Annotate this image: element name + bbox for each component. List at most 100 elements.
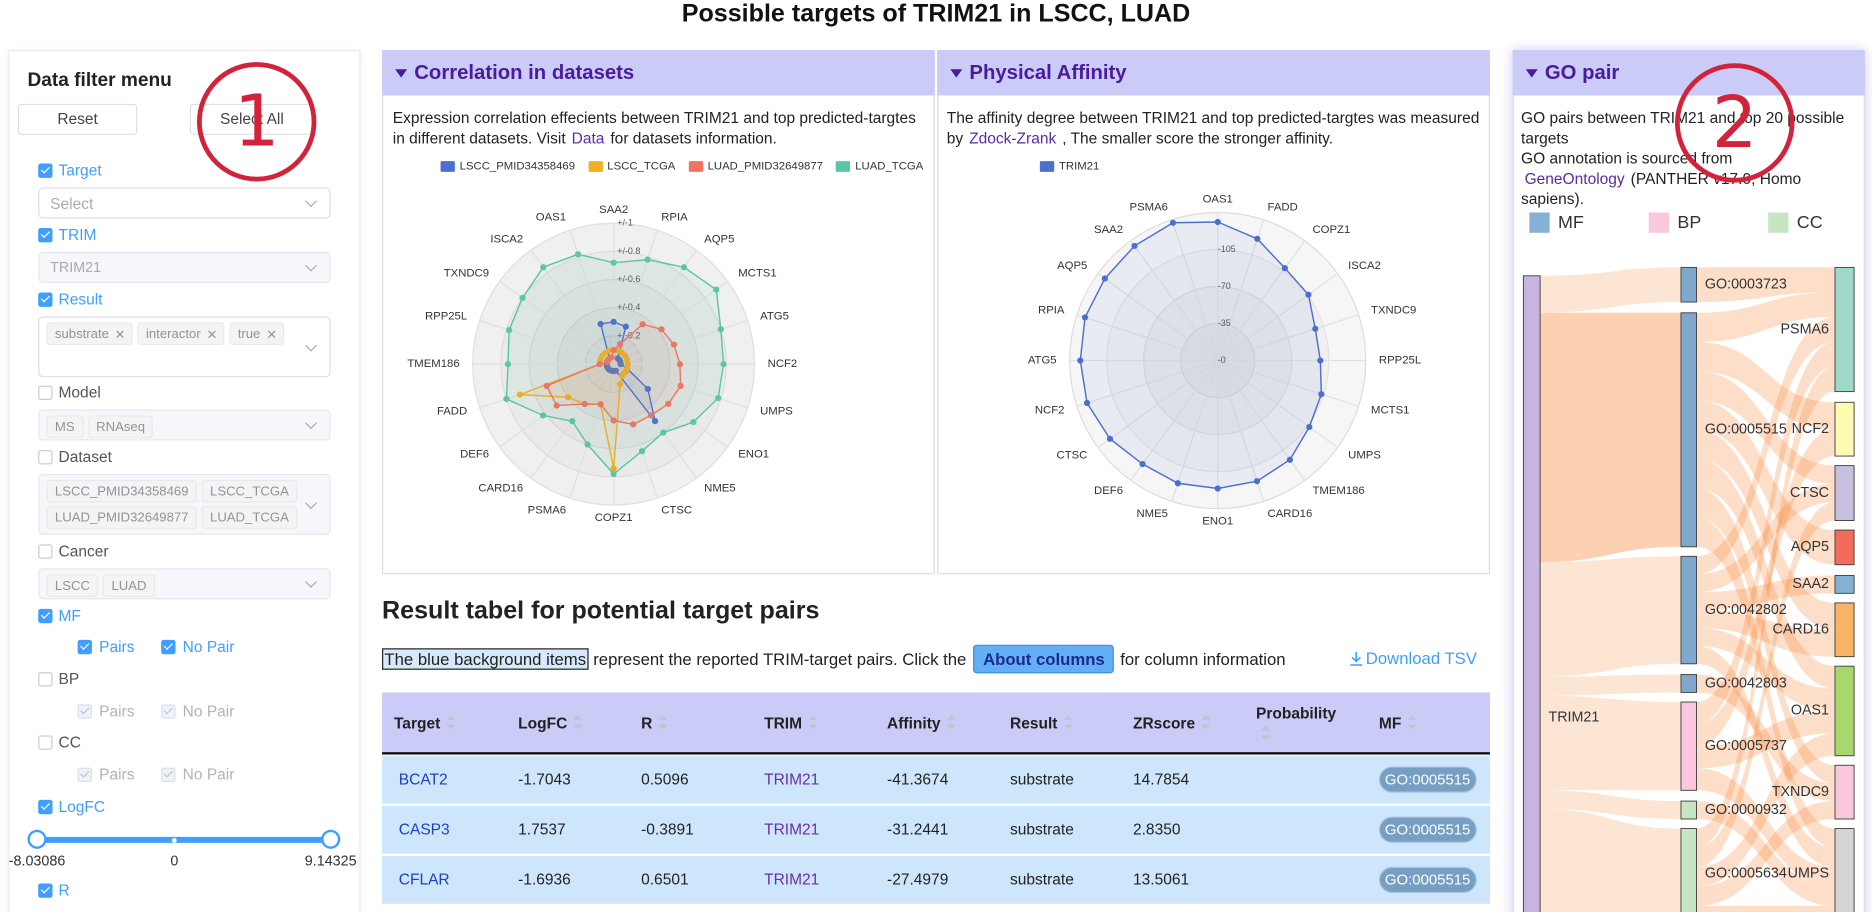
legend-swatch[interactable] <box>1768 212 1789 233</box>
radar-point <box>1169 219 1177 226</box>
filter-checkbox[interactable] <box>38 292 53 307</box>
filter-checkbox[interactable] <box>38 799 53 815</box>
sort-icon[interactable] <box>1260 725 1271 741</box>
radar-point <box>1077 357 1084 364</box>
download-link[interactable]: Download TSV <box>1349 648 1477 667</box>
filter-checkbox[interactable] <box>38 450 53 465</box>
text: for column information <box>1120 649 1286 669</box>
result-select[interactable]: substrate interactor true <box>38 316 331 378</box>
radar-point <box>519 294 526 301</box>
sankey-link <box>1696 292 1835 343</box>
legend-swatch[interactable] <box>1648 212 1670 233</box>
sort-icon[interactable] <box>1201 715 1211 730</box>
legend-swatch[interactable] <box>1529 212 1550 233</box>
legend-swatch[interactable] <box>688 161 703 172</box>
category-label: MCTS1 <box>1371 404 1409 416</box>
sort-icon[interactable] <box>807 715 818 730</box>
legend-swatch[interactable] <box>440 161 455 172</box>
sort-icon[interactable] <box>1407 715 1417 730</box>
radar-point <box>597 401 604 408</box>
slider-handle[interactable] <box>27 829 47 849</box>
dataset-select[interactable]: LSCC_PMID34358469 LSCC_TCGA LUAD_PMID32649… <box>38 473 331 535</box>
filter-checkbox[interactable] <box>38 163 53 178</box>
sub-checkbox[interactable] <box>77 704 92 719</box>
column-header[interactable]: MF <box>1379 692 1417 752</box>
filter-checkbox[interactable] <box>38 608 53 624</box>
reset-button[interactable]: Reset <box>17 103 138 135</box>
column-header[interactable]: LogFC <box>518 692 583 752</box>
cancer-select[interactable]: LSCC LUAD <box>38 568 331 600</box>
collapse-icon[interactable] <box>395 69 408 78</box>
sub-checkbox[interactable] <box>161 704 176 719</box>
filter-checkbox[interactable] <box>38 883 53 898</box>
column-header[interactable]: TRIM <box>764 692 818 752</box>
radar-point <box>1081 314 1089 321</box>
sub-checkbox[interactable] <box>77 639 92 655</box>
sort-icon[interactable] <box>446 715 456 730</box>
filter-checkbox[interactable] <box>38 228 53 243</box>
filter-checkbox[interactable] <box>38 544 53 559</box>
category-label: PSMA6 <box>1130 201 1168 213</box>
filter-checkbox[interactable] <box>38 385 53 400</box>
cell-mf[interactable]: GO:0005515 <box>1378 866 1477 894</box>
collapse-icon[interactable] <box>950 69 963 78</box>
node-label: GO:0000932 <box>1705 802 1787 818</box>
model-select[interactable]: MS RNAseq <box>38 409 331 441</box>
category-label: NCF2 <box>1035 404 1065 416</box>
filter-checkbox[interactable] <box>38 672 53 687</box>
node-label: OAS1 <box>1791 703 1829 719</box>
link[interactable]: GeneOntology <box>1524 169 1625 188</box>
category-label: NME5 <box>1136 508 1167 520</box>
cell-trim[interactable]: TRIM21 <box>764 870 820 889</box>
category-label: MCTS1 <box>738 268 776 280</box>
table-header-bg <box>382 692 1490 755</box>
sort-icon[interactable] <box>1063 715 1073 730</box>
annotation-circle: 2 <box>1675 63 1795 183</box>
filter-checkbox[interactable] <box>38 735 53 750</box>
sankey-link <box>1696 488 1835 784</box>
sort-icon[interactable] <box>658 715 668 730</box>
column-header[interactable]: Result <box>1010 692 1073 752</box>
cell-target[interactable]: CASP3 <box>398 820 450 839</box>
trim-select[interactable]: TRIM21 <box>38 251 331 283</box>
cell-target[interactable]: BCAT2 <box>398 770 448 788</box>
category-label: ATG5 <box>1028 355 1057 367</box>
link[interactable]: Data <box>571 128 605 147</box>
affinity-header: Physical Affinity <box>937 50 1490 96</box>
sub-checkbox[interactable] <box>77 767 92 782</box>
column-header[interactable]: Affinity <box>887 692 957 752</box>
category-label: FADD <box>1268 201 1298 213</box>
sankey-link <box>1696 710 1835 769</box>
column-header[interactable]: ZRscore <box>1133 692 1211 752</box>
sort-icon[interactable] <box>946 715 957 730</box>
cell-mf[interactable]: GO:0005515 <box>1378 816 1477 843</box>
cell-target[interactable]: CFLAR <box>398 870 450 889</box>
results-note: The blue background items represent the r… <box>382 644 1286 674</box>
sankey-link <box>1696 768 1835 887</box>
download-icon <box>1350 651 1363 666</box>
column-header[interactable]: Probability <box>1256 692 1336 752</box>
column-header[interactable]: Target <box>394 692 456 752</box>
cell-trim[interactable]: TRIM21 <box>764 770 820 788</box>
sub-checkbox[interactable] <box>161 639 176 655</box>
column-title: LogFC <box>518 713 568 732</box>
legend-label: LUAD_PMID32649877 <box>707 159 823 174</box>
about-columns-button[interactable]: About columns <box>973 644 1115 674</box>
sort-icon[interactable] <box>573 715 583 730</box>
node-label: NCF2 <box>1792 421 1829 437</box>
legend-swatch[interactable] <box>836 161 851 172</box>
slider-handle[interactable] <box>321 829 341 849</box>
cell-mf[interactable]: GO:0005515 <box>1378 766 1477 793</box>
legend-swatch[interactable] <box>588 161 603 172</box>
cell-trim[interactable]: TRIM21 <box>764 820 820 839</box>
radar-point <box>610 470 617 478</box>
target-select[interactable]: Select <box>38 187 331 219</box>
collapse-icon[interactable] <box>1525 69 1538 78</box>
node-label: GO:0005515 <box>1705 422 1787 438</box>
sub-checkbox[interactable] <box>161 767 176 782</box>
legend-swatch[interactable] <box>1039 161 1055 172</box>
text: The affinity degree between TRIM21 and t… <box>946 108 1480 147</box>
link[interactable]: Zdock-Zrank <box>969 128 1057 147</box>
radar-point <box>638 448 646 455</box>
column-header[interactable]: R <box>641 692 668 752</box>
